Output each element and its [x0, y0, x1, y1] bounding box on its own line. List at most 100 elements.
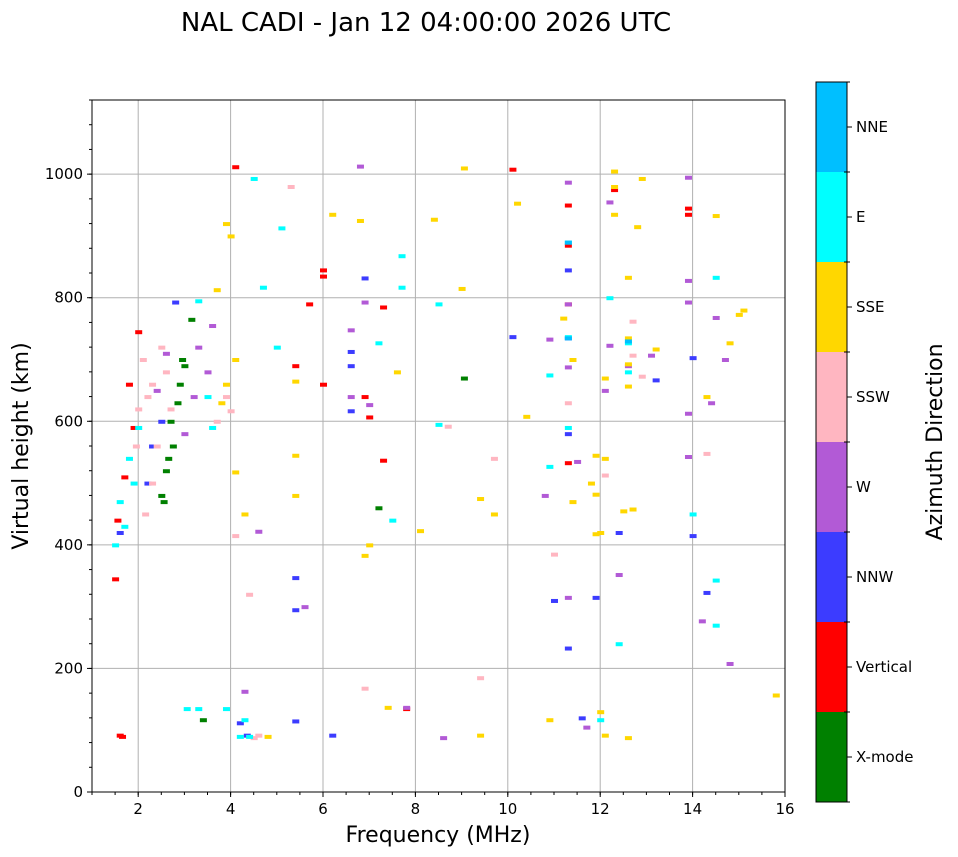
point-sse	[592, 492, 600, 497]
point-nnw	[361, 276, 369, 281]
point-sse	[772, 693, 780, 698]
point-ssw	[167, 407, 175, 412]
point-vertical	[292, 364, 300, 369]
point-x-mode	[460, 376, 468, 381]
point-sse	[735, 312, 743, 317]
point-vertical	[564, 203, 572, 208]
point-nnw	[564, 268, 572, 273]
colorbar-swatch-sse	[816, 262, 847, 352]
point-vertical	[380, 458, 388, 463]
point-sse	[241, 512, 249, 517]
point-w	[301, 605, 309, 610]
colorbar-label: SSW	[856, 388, 890, 406]
point-sse	[523, 414, 531, 419]
point-sse	[634, 225, 642, 230]
point-ssw	[132, 444, 140, 449]
point-sse	[601, 456, 609, 461]
point-e	[236, 734, 244, 739]
point-nne	[624, 339, 632, 344]
point-e	[624, 370, 632, 375]
point-sse	[477, 497, 485, 502]
point-ssw	[601, 473, 609, 478]
point-e	[375, 341, 383, 346]
point-w	[361, 300, 369, 305]
point-nnw	[347, 409, 355, 414]
y-axis-ticks: 0 200 400 600 800 1000	[45, 99, 92, 801]
y-tick-label: 1000	[45, 165, 83, 183]
point-w	[606, 200, 614, 205]
point-vertical	[564, 243, 572, 248]
point-vertical	[320, 274, 327, 279]
point-w	[684, 300, 692, 305]
point-sse	[726, 341, 734, 346]
point-e	[135, 425, 143, 430]
point-e	[222, 707, 230, 712]
point-nnw	[615, 531, 623, 535]
point-ssw	[162, 370, 170, 375]
point-e	[121, 524, 129, 529]
point-e	[130, 481, 138, 486]
point-e	[689, 512, 697, 517]
point-sse	[624, 384, 632, 389]
point-sse	[356, 218, 364, 223]
point-vertical	[232, 165, 240, 170]
point-sse	[611, 185, 619, 189]
point-ssw	[232, 534, 240, 539]
point-ssw	[287, 185, 295, 189]
point-ssw	[361, 686, 369, 691]
point-ssw	[149, 481, 157, 486]
point-w	[440, 736, 448, 741]
point-e	[546, 373, 554, 378]
point-w	[684, 455, 692, 460]
point-ssw	[135, 407, 143, 412]
point-sse	[597, 531, 605, 535]
point-sse	[458, 286, 466, 291]
point-sse	[477, 733, 485, 738]
colorbar-label: W	[856, 478, 871, 496]
point-sse	[430, 217, 438, 222]
point-x-mode	[169, 444, 177, 449]
point-ssw	[158, 345, 166, 350]
point-ssw	[246, 592, 254, 597]
point-w	[564, 302, 572, 307]
colorbar-swatch-e	[816, 172, 847, 262]
point-w	[564, 180, 572, 185]
point-w	[648, 353, 656, 358]
point-w	[684, 278, 692, 283]
point-vertical	[125, 382, 133, 387]
point-sse	[601, 376, 609, 381]
colorbar-swatch-ssw	[816, 352, 847, 442]
point-vertical	[119, 734, 127, 739]
colorbar-swatch-w	[816, 442, 847, 532]
point-sse	[546, 718, 554, 723]
point-sse	[417, 529, 425, 534]
point-sse	[624, 736, 632, 741]
x-tick-label: 4	[226, 800, 236, 818]
y-tick-label: 600	[54, 412, 83, 430]
point-nnw	[158, 419, 166, 424]
chart-title: NAL CADI - Jan 12 04:00:00 2026 UTC	[181, 8, 671, 38]
point-sse	[292, 493, 300, 498]
point-sse	[569, 358, 577, 362]
point-vertical	[320, 382, 327, 387]
point-sse	[329, 212, 337, 217]
point-sse	[490, 512, 498, 517]
point-ssw	[139, 358, 147, 362]
point-nnw	[652, 378, 660, 383]
point-sse	[222, 382, 230, 387]
point-nnw	[578, 716, 586, 721]
point-sse	[712, 214, 720, 219]
point-ssw	[142, 512, 150, 517]
point-ssw	[444, 424, 452, 429]
point-e	[183, 707, 191, 712]
point-e	[712, 623, 720, 628]
point-e	[273, 345, 281, 350]
point-nnw	[564, 646, 572, 651]
point-sse	[361, 553, 369, 558]
x-tick-label: 12	[591, 800, 610, 818]
grid	[92, 100, 785, 792]
point-w	[712, 315, 720, 320]
point-w	[190, 395, 198, 400]
point-nnw	[292, 576, 300, 581]
plot-frame	[91, 99, 786, 793]
